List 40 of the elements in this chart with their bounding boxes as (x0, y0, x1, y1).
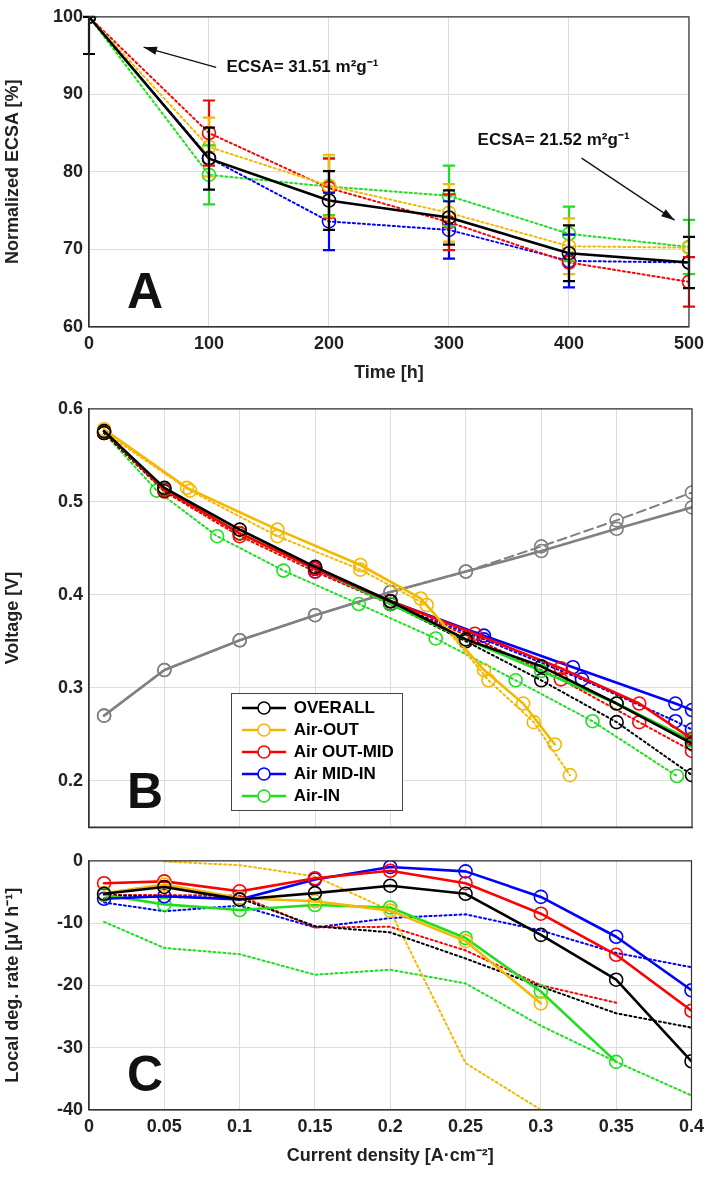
annotation: C (127, 1045, 164, 1102)
x-tick-label: 500 (673, 332, 705, 353)
y-tick-label: 60 (62, 315, 83, 336)
y-tick-label: 90 (62, 83, 83, 104)
y-tick-label: 0.3 (57, 676, 83, 697)
y-tick-label: 0.6 (57, 397, 83, 418)
y-axis-title: Normalized ECSA [%] (1, 79, 22, 264)
y-tick-label: 80 (62, 160, 83, 181)
x-tick-label: 0.25 (448, 1115, 484, 1136)
legend-label: Air OUT-MID (293, 742, 394, 763)
y-tick-label: 0.5 (57, 490, 83, 511)
annotation: B (127, 762, 164, 819)
y-tick-label: 0 (72, 849, 83, 870)
x-tick-label: 0.15 (297, 1115, 333, 1136)
legend-label: OVERALL (293, 698, 375, 719)
x-tick-label: 300 (433, 332, 465, 353)
x-axis-title: Current density [A·cm⁻²] (286, 1145, 494, 1166)
y-tick-label: 0.4 (57, 583, 83, 604)
legend-label: Air MID-IN (293, 764, 376, 785)
y-tick-label: 0.2 (57, 769, 83, 790)
y-tick-label: -40 (56, 1098, 83, 1119)
x-tick-label: 200 (313, 332, 345, 353)
y-tick-label: -30 (56, 1036, 83, 1057)
x-axis-title: Time [h] (354, 362, 424, 383)
x-tick-label: 100 (193, 332, 225, 353)
x-tick-label: 0.05 (146, 1115, 182, 1136)
legend-label: Air-OUT (293, 720, 359, 741)
x-tick-label: 0.2 (377, 1115, 403, 1136)
legend-label: Air-IN (293, 786, 340, 807)
x-tick-label: 0.35 (598, 1115, 634, 1136)
y-axis-title: Local deg. rate [μV h⁻¹] (1, 887, 22, 1083)
x-tick-label: 0.3 (528, 1115, 554, 1136)
y-tick-label: 100 (52, 5, 83, 26)
y-tick-label: -10 (56, 912, 83, 933)
y-axis-title: Voltage [V] (1, 571, 22, 665)
x-tick-label: 0.1 (227, 1115, 253, 1136)
y-tick-label: -20 (56, 974, 83, 995)
y-tick-label: 70 (62, 238, 83, 259)
x-tick-label: 400 (553, 332, 585, 353)
x-tick-label: 0.4 (678, 1115, 704, 1136)
